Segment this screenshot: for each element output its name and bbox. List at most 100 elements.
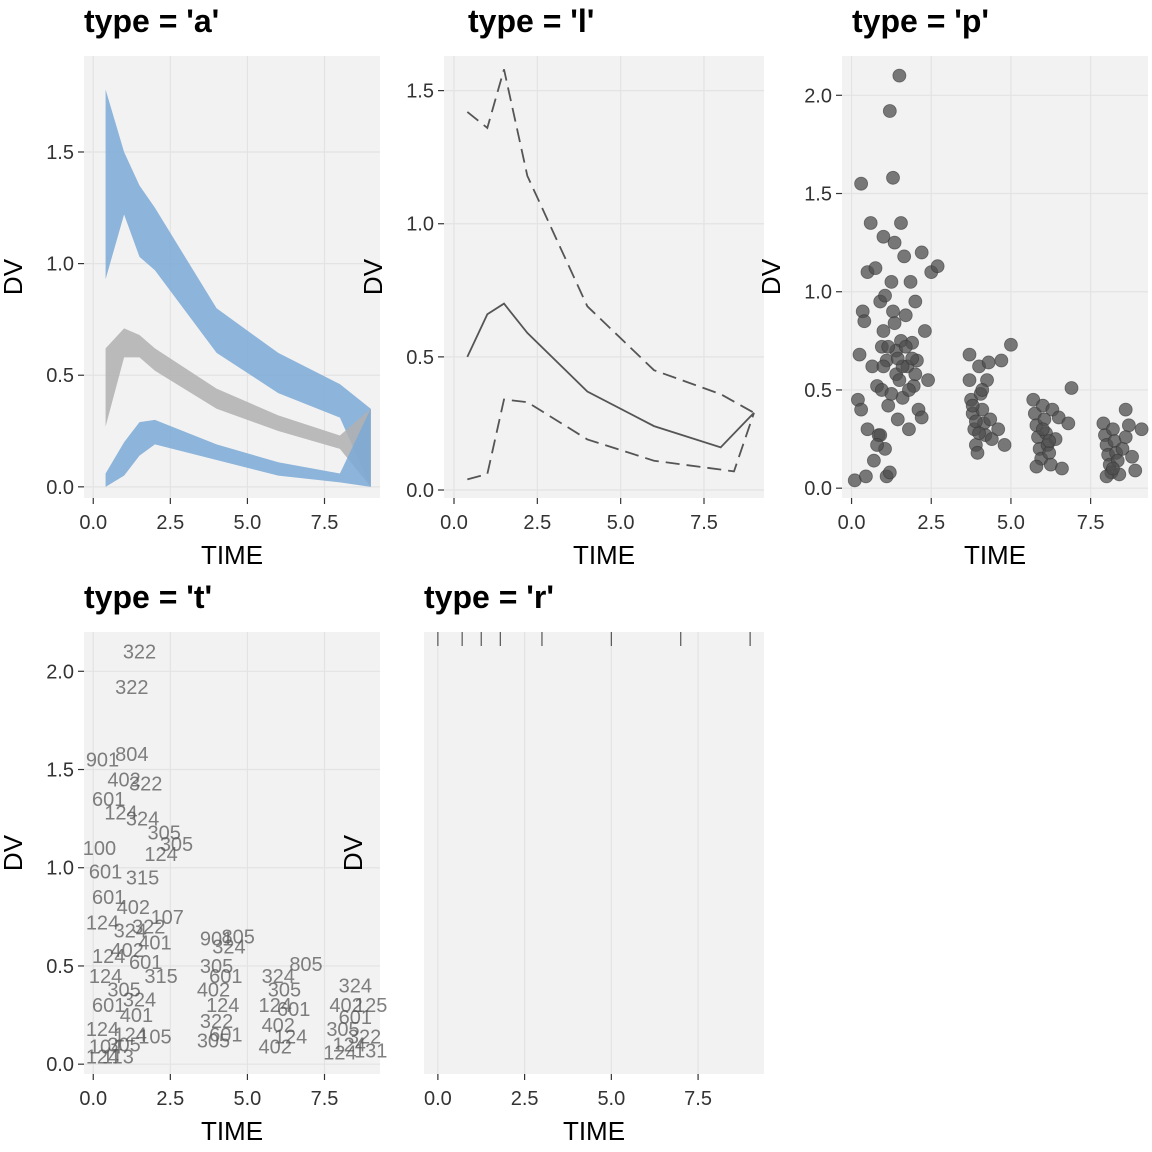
series-line-2 [467,398,755,481]
point-label: 107 [151,907,184,929]
point-label: 804 [115,744,148,766]
point-label: 124 [104,803,137,825]
y-tick-label: 1.5 [46,142,74,164]
point-label: 305 [107,1035,140,1057]
axes: 0.0 2.5 5.0 7.5 0.0 0.5 1.0 1.5 [46,142,338,534]
y-tick-label: 1.5 [406,81,434,103]
data-point [930,259,945,274]
data-point [984,432,999,446]
data-point [905,351,920,366]
data-point [857,314,872,329]
x-tick-label: 5.0 [607,512,635,534]
data-point [892,373,907,388]
axes: 0.0 2.5 5.0 7.5 0.0 0.5 1.0 1.5 [406,81,718,534]
data-point [866,453,881,468]
panel-background [444,56,764,498]
data-point [908,367,923,382]
x-axis-title: TIME [573,540,635,570]
point-label: 402 [197,980,230,1002]
y-tick-label: 1.0 [406,214,434,236]
y-axis-title: DV [0,834,28,871]
point-label: 402 [258,1036,291,1058]
data-point [917,324,932,338]
point-label: 324 [126,809,159,831]
data-point [1106,461,1120,476]
data-point [1042,434,1057,448]
y-tick-label: 0.0 [804,478,832,500]
panel-r: 0.0 2.5 5.0 7.5 TIME DV type = 'r' [338,579,764,1146]
point-label: 113 [102,1046,134,1068]
data-point [1042,445,1057,460]
point-label: 305 [268,980,301,1002]
point-label: 124 [92,946,125,968]
y-tick-label: 0.0 [406,480,434,502]
point-label: 805 [221,926,254,948]
point-label: 901 [200,928,233,950]
data-point [890,351,905,366]
point-label: 402 [117,897,150,919]
y-tick-label: 2.0 [46,661,74,683]
point-label: 124 [323,1042,356,1064]
y-tick-label: 2.0 [804,85,832,107]
point-label: 601 [209,1025,242,1047]
data-point [903,275,918,289]
point-label: 601 [92,789,125,811]
y-axis-title: DV [0,258,28,295]
y-tick-label: 0.0 [46,1054,74,1076]
data-point [892,68,907,83]
data-point [884,386,899,401]
data-point [962,347,977,362]
point-label: 315 [144,966,177,988]
panel-background [84,632,380,1074]
panel-title: type = 'p' [852,3,989,39]
point-label: 324 [339,976,372,998]
point-label: 601 [339,1007,372,1029]
x-tick-label: 7.5 [690,512,718,534]
point-label: 805 [289,954,322,976]
point-label: 601 [129,952,162,974]
data-point [898,308,913,323]
x-tick-label: 2.5 [156,1088,184,1110]
data-point [991,422,1006,437]
x-axis-title: TIME [563,1116,625,1146]
data-point [876,359,891,374]
x-tick-label: 0.0 [79,512,107,534]
gridlines [444,56,764,498]
point-label: 131 [354,1040,387,1062]
x-tick-label: 2.5 [511,1088,539,1110]
data-point [968,414,983,429]
x-tick-label: 0.0 [424,1088,452,1110]
data-point [1125,449,1139,464]
data-point [897,249,912,264]
point-label: 315 [126,868,159,890]
panel-a: 0.0 2.5 5.0 7.5 0.0 0.5 1.0 1.5 TIME DV type = 'a' [0,3,380,570]
data-point [908,294,923,309]
data-point [887,235,902,250]
data-point [1035,422,1050,437]
x-tick-label: 7.5 [1077,512,1105,534]
x-tick-label: 7.5 [684,1088,712,1110]
data-point [884,275,899,289]
data-point [870,438,884,452]
x-tick-label: 5.0 [597,1088,625,1110]
point-label: 601 [277,999,310,1021]
data-point [970,445,985,460]
data-point [881,398,896,413]
data-point [854,402,869,417]
x-tick-label: 0.0 [79,1088,107,1110]
point-label: 305 [147,822,180,844]
data-point [981,355,996,370]
point-label: 124 [114,1025,147,1047]
data-point [878,288,892,303]
point-label: 324 [212,936,245,958]
data-point [975,383,990,397]
point-label: 322 [115,677,148,699]
band-lower [105,408,371,487]
x-tick-label: 5.0 [234,1088,262,1110]
y-tick-label: 0.5 [46,365,74,387]
data-point [1029,459,1044,474]
data-point [965,398,980,413]
data-point [863,216,878,230]
